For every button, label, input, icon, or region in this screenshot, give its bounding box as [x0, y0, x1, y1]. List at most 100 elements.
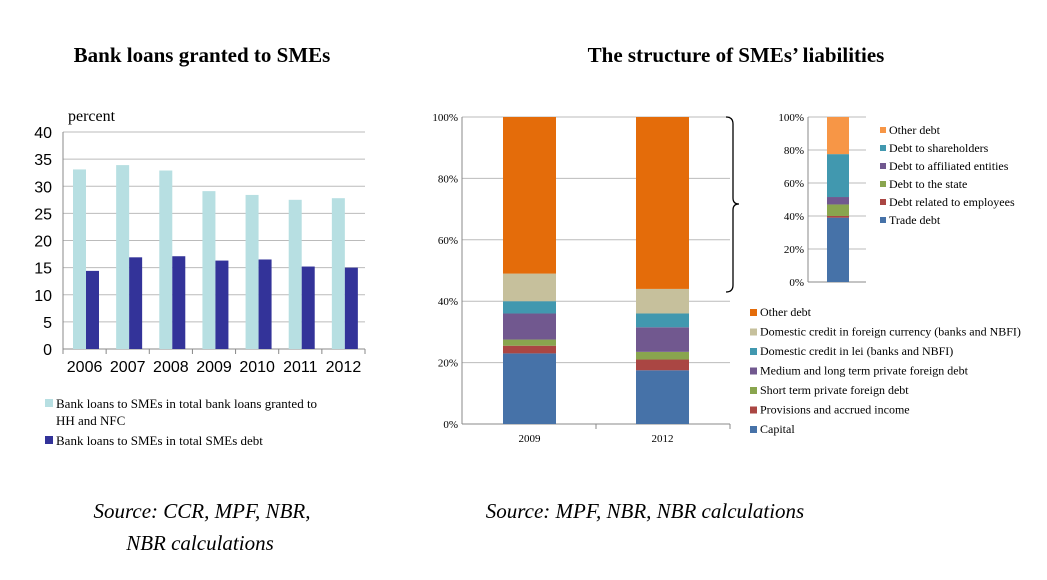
- bar-segment-2012: [636, 359, 689, 371]
- legend-swatch: [750, 406, 757, 414]
- legend-swatch: [750, 367, 757, 375]
- y-tick-label: 25: [34, 206, 52, 223]
- chart-title: The structure of SMEs’ liabilities: [588, 43, 885, 67]
- x-tick-label: 2009: [519, 433, 542, 445]
- legend-swatch: [750, 387, 757, 394]
- bar-bank-loans-2009: [202, 191, 216, 349]
- chart-title: Bank loans granted to SMEs: [74, 43, 331, 67]
- legend-swatch: [880, 145, 886, 151]
- bar-bank-loans-2007: [116, 165, 130, 349]
- bar-bank-loans-2010: [245, 194, 259, 349]
- bar-sme-debt-2006: [86, 270, 99, 349]
- legend-swatch: [750, 426, 757, 433]
- y-tick-label: 20%: [438, 358, 458, 370]
- legend-swatch: [880, 199, 886, 205]
- y-tick-label: 40%: [438, 296, 458, 308]
- detail-bar-segment-detail: [827, 154, 849, 198]
- bar-sme-debt-2007: [129, 257, 143, 349]
- bar-bank-loans-2008: [159, 170, 173, 349]
- y-tick-label: 30: [34, 179, 52, 196]
- y-tick-label: 80%: [784, 145, 804, 157]
- bar-segment-2012: [636, 117, 689, 289]
- x-tick-label: 2010: [239, 359, 275, 376]
- legend-label: Domestic credit in lei (banks and NBFI): [760, 344, 953, 358]
- legend-label: Short term private foreign debt: [760, 383, 909, 397]
- legend-swatch: [45, 436, 53, 444]
- brace: [725, 116, 740, 293]
- legend-swatch: [880, 163, 886, 169]
- legend-swatch: [750, 348, 757, 355]
- legend-label: Trade debt: [889, 213, 941, 227]
- x-tick-label: 2009: [196, 359, 232, 376]
- bar-segment-2012: [636, 313, 689, 328]
- y-axis-label: percent: [68, 108, 116, 125]
- y-tick-label: 10: [34, 288, 52, 305]
- legend-label: Debt to affiliated entities: [889, 159, 1009, 173]
- bar-segment-2009: [503, 353, 556, 424]
- bar-segment-2009: [503, 273, 556, 302]
- detail-bar-segment-detail: [827, 217, 849, 282]
- y-tick-label: 5: [43, 315, 52, 332]
- y-tick-label: 0: [43, 342, 52, 359]
- y-tick-label: 20: [34, 234, 52, 251]
- bar-bank-loans-2006: [73, 169, 86, 349]
- y-tick-label: 35: [34, 152, 52, 169]
- source-note: Source: MPF, NBR, NBR calculations: [486, 499, 804, 523]
- legend-label: Bank loans to SMEs in total SMEs debt: [56, 433, 263, 448]
- x-tick-label: 2006: [67, 359, 103, 376]
- detail-bar-segment-detail: [827, 197, 849, 205]
- legend-swatch: [880, 181, 886, 187]
- y-tick-label: 60%: [784, 178, 804, 190]
- x-tick-label: 2007: [110, 359, 146, 376]
- bar-sme-debt-2009: [215, 260, 229, 349]
- bar-segment-2009: [503, 345, 556, 354]
- bar-segment-2009: [503, 301, 556, 314]
- legend-label: Debt to the state: [889, 177, 967, 191]
- bar-sme-debt-2011: [301, 266, 315, 349]
- y-tick-label: 20%: [784, 244, 804, 256]
- detail-bar-segment-detail: [827, 216, 849, 218]
- bar-sme-debt-2008: [172, 256, 186, 349]
- legend-label: Other debt: [760, 305, 812, 319]
- legend-swatch: [750, 328, 757, 336]
- y-tick-label: 40%: [784, 211, 804, 223]
- legend-label: Other debt: [889, 123, 941, 137]
- x-tick-label: 2012: [652, 433, 674, 445]
- bar-bank-loans-2012: [331, 198, 345, 349]
- legend-label: Medium and long term private foreign deb…: [760, 364, 969, 378]
- legend-label: Bank loans to SMEs in total bank loans g…: [56, 396, 317, 411]
- detail-bar-segment-detail: [827, 117, 849, 155]
- legend-label: Provisions and accrued income: [760, 403, 910, 417]
- y-tick-label: 15: [34, 261, 52, 278]
- source-note-cont: NBR calculations: [125, 531, 274, 555]
- bar-segment-2009: [503, 339, 556, 346]
- legend-label: Debt related to employees: [889, 195, 1015, 209]
- legend-label: Capital: [760, 422, 795, 436]
- y-tick-label: 100%: [432, 112, 458, 124]
- bar-bank-loans-2011: [288, 199, 302, 349]
- legend-swatch: [45, 399, 53, 407]
- legend-swatch: [880, 127, 886, 133]
- bar-segment-2012: [636, 288, 689, 314]
- legend-swatch: [750, 309, 757, 316]
- legend-label: Domestic credit in foreign currency (ban…: [760, 325, 1021, 339]
- x-tick-label: 2011: [283, 359, 318, 376]
- y-tick-label: 0%: [789, 277, 804, 289]
- legend-swatch: [880, 217, 886, 223]
- legend-label-cont: HH and NFC: [56, 413, 125, 428]
- x-tick-label: 2012: [326, 359, 362, 376]
- bar-segment-2012: [636, 327, 689, 352]
- detail-bar-segment-detail: [827, 204, 849, 216]
- bar-sme-debt-2012: [344, 267, 358, 349]
- y-tick-label: 40: [34, 125, 52, 142]
- bar-segment-2009: [503, 313, 556, 340]
- bar-segment-2012: [636, 351, 689, 360]
- y-tick-label: 80%: [438, 173, 458, 185]
- bar-segment-2012: [636, 370, 689, 424]
- bar-segment-2009: [503, 117, 556, 274]
- y-tick-label: 60%: [438, 235, 458, 247]
- source-note: Source: CCR, MPF, NBR,: [94, 499, 311, 523]
- y-tick-label: 100%: [778, 112, 804, 124]
- legend-label: Debt to shareholders: [889, 141, 989, 155]
